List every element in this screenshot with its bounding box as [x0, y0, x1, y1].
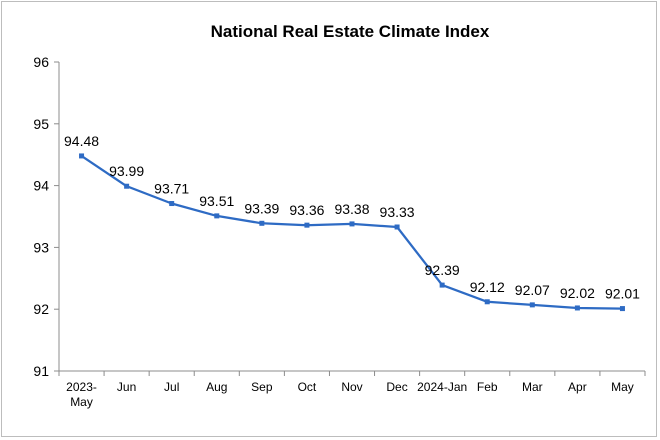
y-tick-label: 95	[33, 116, 49, 132]
data-point-marker	[439, 282, 445, 288]
x-tick-label: Jul	[164, 380, 179, 394]
x-tick-label-line: Mar	[522, 380, 543, 394]
data-label: 93.39	[244, 200, 279, 216]
data-label: 92.02	[560, 285, 595, 301]
x-tick-label-line: Jun	[117, 380, 136, 394]
x-tick-label-line: Aug	[206, 380, 227, 394]
data-labels-group: 94.48 93.99 93.71 93.51 93.39 93.36 93.38 93.33…	[64, 133, 640, 302]
x-tick-label: Sep	[251, 380, 273, 394]
data-point-marker	[124, 183, 130, 189]
x-tick-label: 2023-May	[66, 380, 97, 409]
x-tick-label: Oct	[298, 380, 317, 394]
data-label: 94.48	[64, 133, 99, 149]
x-tick-label-line: May	[611, 380, 634, 394]
chart-title: National Real Estate Climate Index	[211, 22, 490, 41]
x-tick-label: Dec	[386, 380, 407, 394]
x-tick-label-line: Nov	[341, 380, 362, 394]
x-tick-label: Jun	[117, 380, 136, 394]
data-label: 92.01	[605, 286, 640, 302]
data-point-marker	[349, 221, 355, 227]
y-tick-label: 92	[33, 301, 49, 317]
data-label: 93.38	[334, 201, 369, 217]
x-tick-label-line: Feb	[477, 380, 498, 394]
data-point-marker	[169, 201, 175, 207]
data-label: 92.07	[515, 282, 550, 298]
data-label: 93.99	[109, 163, 144, 179]
data-label: 93.36	[289, 202, 324, 218]
x-tick-label-line: Oct	[298, 380, 317, 394]
x-tick-label: Aug	[206, 380, 227, 394]
x-tick-label: 2024-Jan	[417, 380, 467, 394]
data-label: 93.51	[199, 193, 234, 209]
series-group	[79, 153, 625, 312]
data-point-marker	[214, 213, 220, 219]
data-point-marker	[394, 224, 400, 230]
y-tick-label: 93	[33, 239, 49, 255]
data-point-marker	[529, 302, 535, 308]
y-tick-label: 91	[33, 363, 49, 379]
x-tick-label: Mar	[522, 380, 543, 394]
x-tick-label: Feb	[477, 380, 498, 394]
x-tick-label-line: Jul	[164, 380, 179, 394]
x-tick-label-line: Apr	[568, 380, 587, 394]
x-tick-label-line: 2024-Jan	[417, 380, 467, 394]
data-label: 92.39	[425, 262, 460, 278]
data-point-marker	[304, 222, 310, 228]
data-point-marker	[79, 153, 85, 159]
data-point-marker	[619, 306, 625, 312]
x-tick-label: May	[611, 380, 634, 394]
data-label: 92.12	[470, 279, 505, 295]
x-tick-label-line: Sep	[251, 380, 273, 394]
data-point-marker	[259, 220, 265, 226]
x-tick-label: Apr	[568, 380, 587, 394]
y-tick-label: 96	[33, 54, 49, 70]
x-tick-label: Nov	[341, 380, 362, 394]
x-tick-label-line: May	[70, 395, 93, 409]
data-label: 93.33	[380, 204, 415, 220]
data-label: 93.71	[154, 181, 189, 197]
x-tick-label-line: Dec	[386, 380, 407, 394]
y-tick-label: 94	[33, 178, 49, 194]
x-tick-label-line: 2023-	[66, 380, 97, 394]
data-point-marker	[484, 299, 490, 305]
data-point-marker	[574, 305, 580, 311]
